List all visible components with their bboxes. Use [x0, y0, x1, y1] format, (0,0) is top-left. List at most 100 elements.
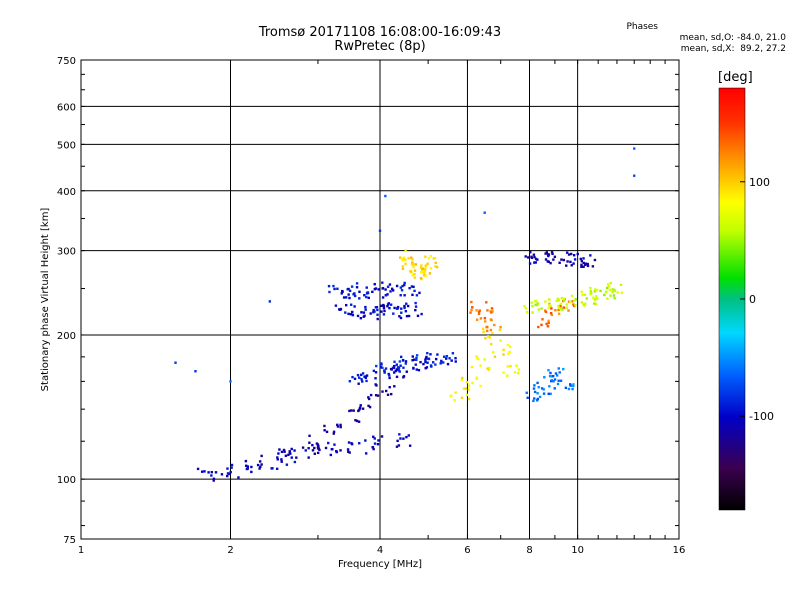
data-point — [567, 387, 571, 391]
data-point — [489, 342, 493, 346]
data-point — [250, 465, 253, 469]
data-point — [424, 274, 427, 278]
data-point — [424, 264, 428, 267]
data-point — [419, 360, 422, 364]
data-point — [582, 265, 585, 268]
data-point — [490, 311, 493, 314]
data-point — [376, 313, 379, 316]
data-point — [531, 304, 534, 308]
data-point — [384, 194, 387, 198]
data-point — [358, 442, 361, 445]
data-point — [508, 350, 511, 354]
data-point — [348, 451, 351, 454]
data-point — [559, 379, 563, 382]
data-point — [361, 372, 365, 375]
data-point — [502, 348, 505, 352]
data-point — [335, 450, 339, 454]
data-point — [395, 307, 399, 310]
data-point — [365, 295, 368, 299]
data-point — [550, 307, 553, 310]
data-point — [398, 315, 401, 318]
data-point — [536, 302, 539, 305]
data-point — [556, 382, 560, 386]
data-point — [334, 304, 338, 307]
data-point — [390, 392, 393, 396]
colorbar-tick-label: 100 — [749, 176, 770, 189]
data-point — [421, 267, 425, 270]
x-tick-label: 6 — [464, 545, 470, 556]
data-point — [401, 267, 405, 271]
data-point — [434, 265, 437, 268]
data-point — [258, 460, 262, 463]
data-point — [376, 442, 380, 446]
data-point — [470, 308, 473, 312]
data-point — [574, 298, 577, 301]
data-point — [561, 308, 564, 311]
data-point — [391, 366, 395, 369]
data-point — [485, 329, 489, 333]
data-point — [569, 260, 572, 264]
data-point — [350, 409, 353, 412]
data-point — [363, 314, 366, 318]
data-point — [573, 299, 576, 303]
data-point — [534, 261, 537, 264]
data-point — [546, 253, 550, 256]
data-point — [553, 387, 556, 390]
data-point — [502, 371, 505, 374]
data-point — [532, 253, 536, 256]
data-point — [517, 368, 521, 371]
data-point — [489, 318, 493, 321]
data-point — [475, 309, 478, 312]
data-point — [542, 388, 545, 391]
data-point — [374, 371, 378, 374]
data-point — [536, 381, 539, 385]
data-point — [388, 374, 391, 377]
data-point — [293, 460, 297, 464]
data-point — [391, 289, 395, 292]
data-point — [557, 299, 561, 302]
data-point — [347, 441, 351, 444]
data-point — [434, 363, 437, 366]
data-point — [411, 273, 414, 277]
data-point — [408, 444, 412, 447]
data-point — [613, 297, 616, 300]
data-point — [467, 397, 471, 401]
data-point — [357, 420, 361, 423]
data-point — [358, 406, 362, 409]
data-point — [340, 292, 343, 295]
data-point — [572, 262, 575, 265]
data-point — [548, 385, 551, 388]
data-point — [365, 286, 368, 289]
x-axis-title: Frequency [MHz] — [338, 559, 422, 570]
data-point — [479, 317, 483, 320]
data-point — [356, 373, 360, 377]
data-point — [295, 456, 298, 459]
data-point — [284, 454, 288, 457]
data-point — [377, 439, 380, 442]
data-point — [470, 300, 473, 304]
data-point — [399, 294, 402, 297]
data-point — [384, 294, 388, 297]
data-point — [543, 376, 546, 379]
data-point — [382, 313, 386, 316]
data-point — [407, 257, 410, 260]
data-point — [460, 396, 464, 399]
data-point — [611, 288, 614, 291]
data-point — [471, 306, 474, 309]
data-point — [576, 252, 579, 256]
data-point — [256, 463, 260, 467]
data-point — [568, 383, 572, 386]
data-point — [389, 303, 393, 306]
data-point — [214, 471, 218, 474]
data-point — [424, 268, 427, 271]
data-point — [336, 423, 339, 427]
data-point — [401, 259, 404, 262]
data-point — [498, 328, 502, 332]
data-point — [363, 293, 366, 297]
data-point — [549, 392, 552, 396]
data-point — [421, 269, 425, 272]
data-point — [552, 374, 555, 378]
data-point — [552, 380, 555, 383]
data-point — [331, 447, 334, 451]
data-point — [290, 447, 293, 451]
